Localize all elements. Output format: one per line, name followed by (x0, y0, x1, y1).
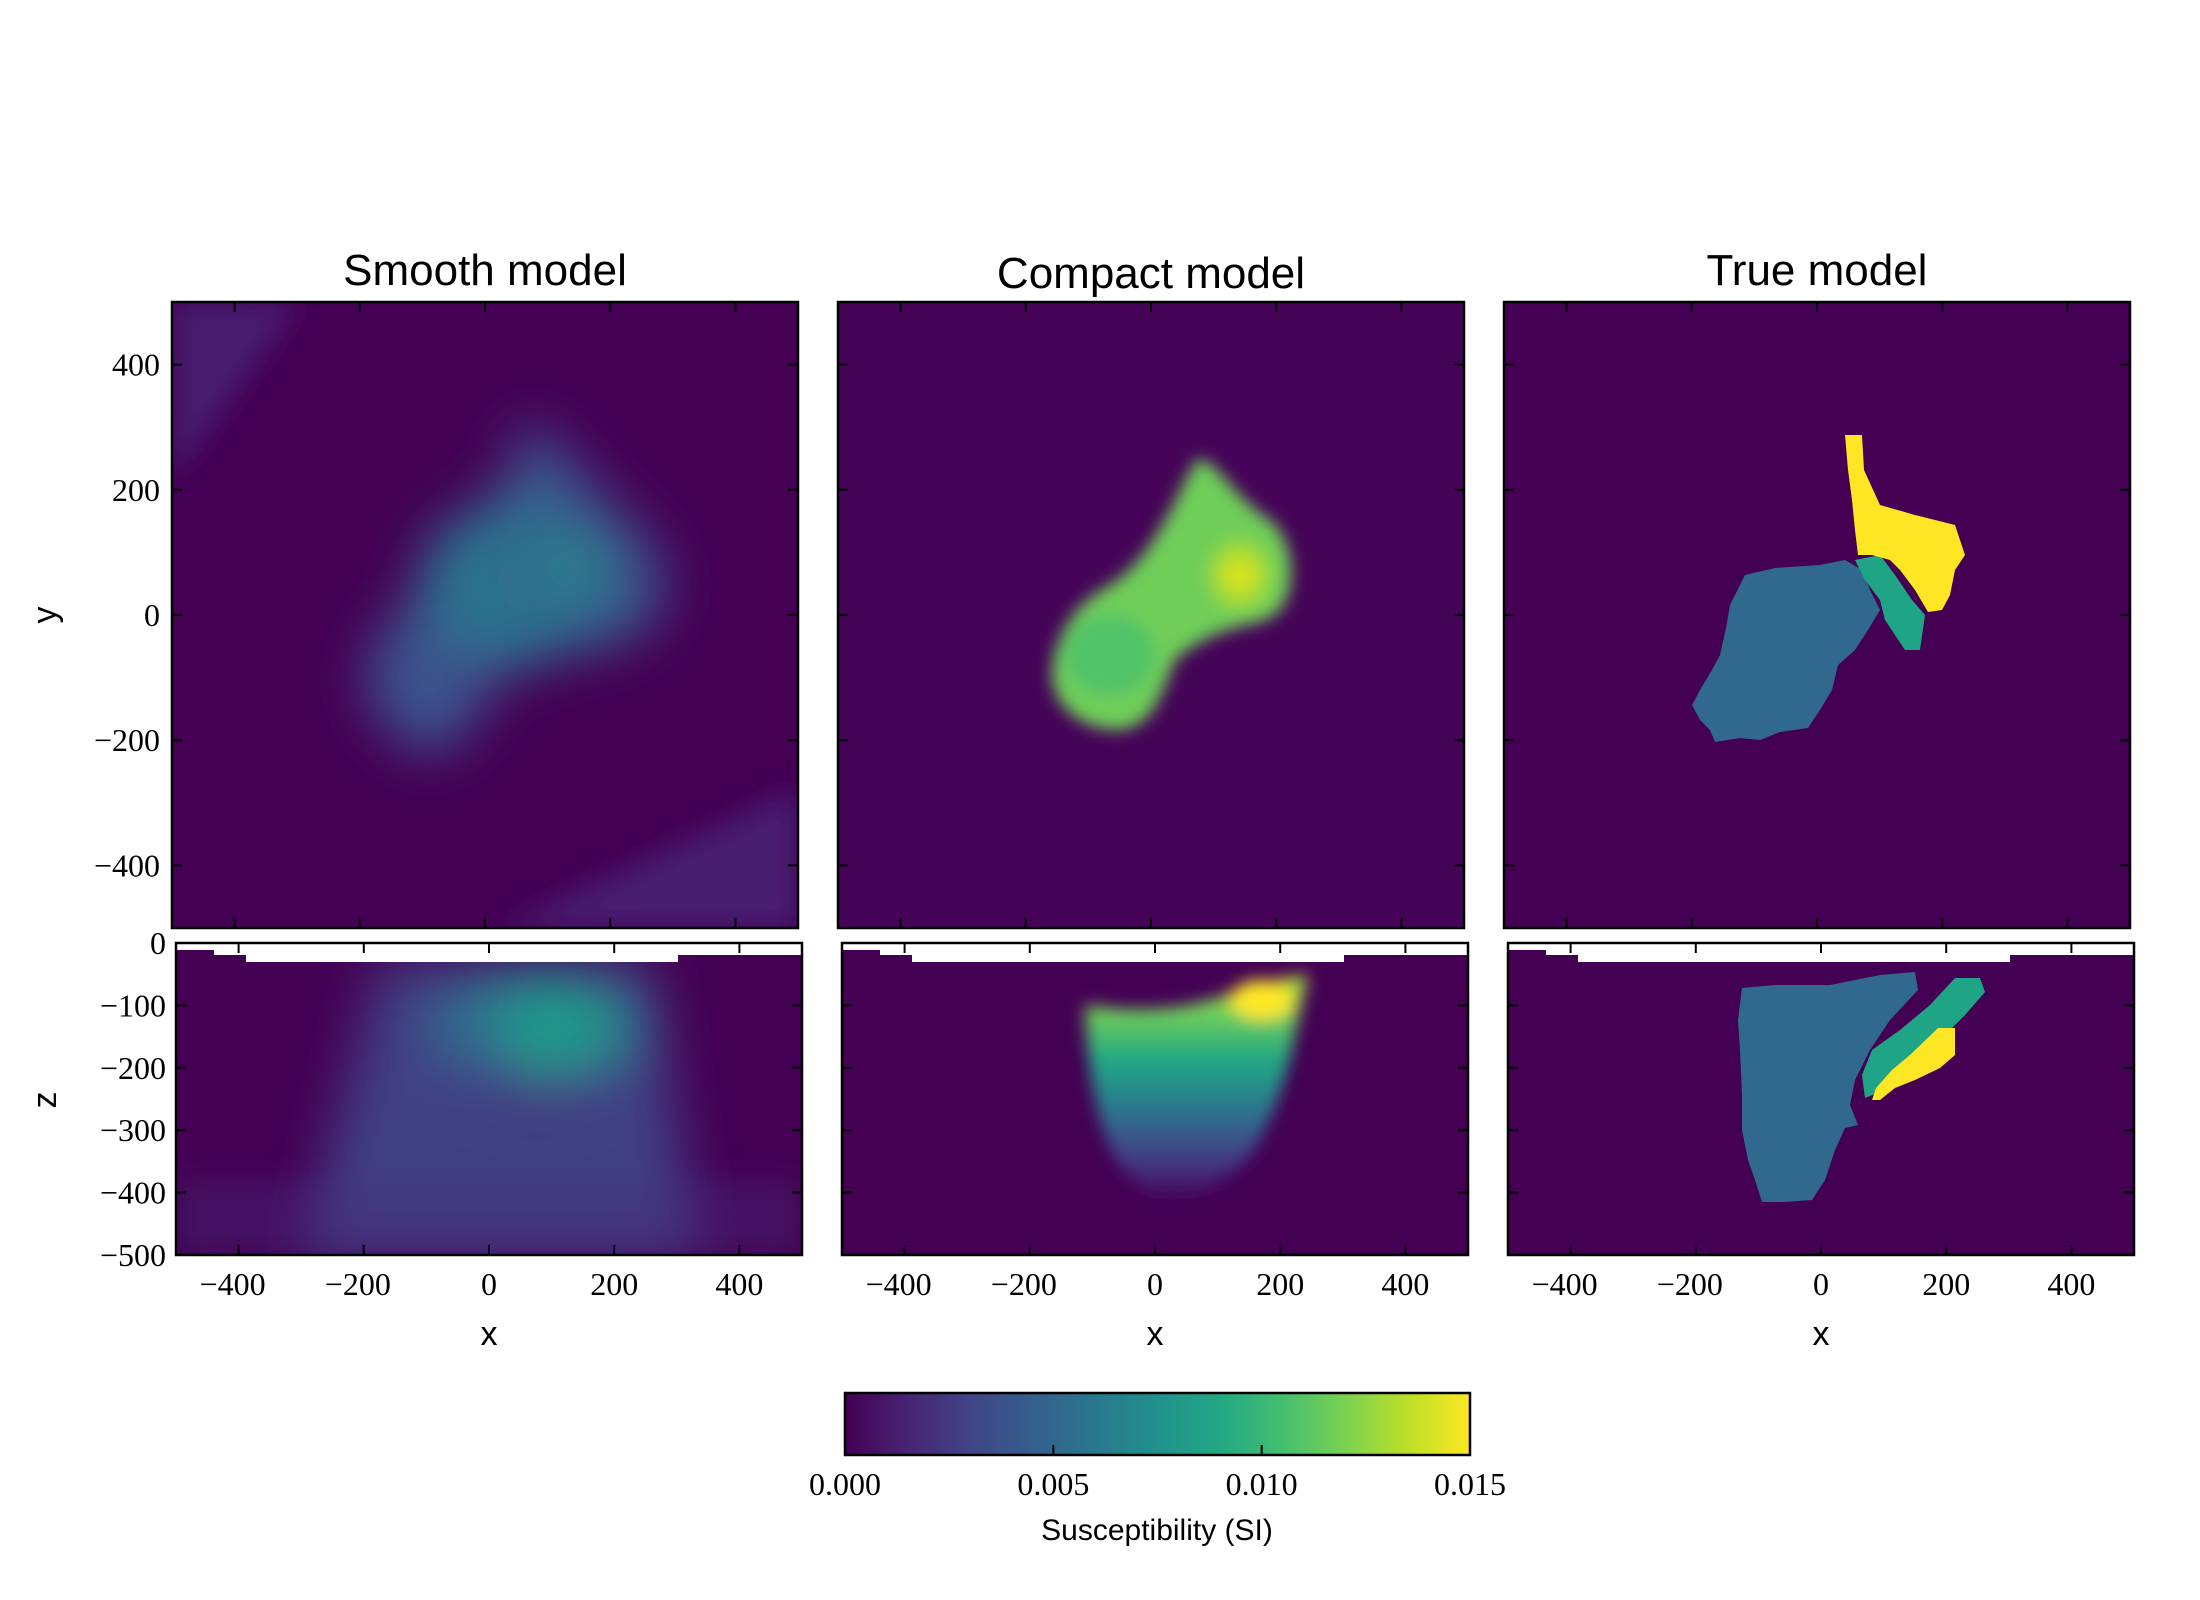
z-tick-label: −200 (100, 1050, 166, 1086)
body-low (1692, 560, 1880, 742)
colorbar-tick-label: 0.015 (1434, 1466, 1506, 1502)
x-axis-label-left: x (481, 1315, 498, 1353)
anomaly (1051, 459, 1292, 730)
y-tick-label: 400 (112, 347, 160, 383)
colorbar-tick-group: 0.000 0.005 0.010 0.015 (809, 1445, 1506, 1502)
edge-halo (172, 302, 300, 480)
x-tick-label: −400 (1532, 1266, 1598, 1302)
colorbar (843, 1391, 1472, 1457)
panel-compact-section (842, 943, 1468, 1255)
z-tick-group: 0 −100 −200 −300 −400 −500 (100, 925, 2134, 1273)
x-tick-group: −400 −200 0 200 400 −400 −200 0 200 400 −400 −200 0 2… (200, 943, 2095, 1302)
colorbar-tick-label: 0.005 (1017, 1466, 1089, 1502)
body-high (1845, 435, 1965, 612)
y-tick-group: 400 200 0 −200 −400 (94, 302, 2130, 928)
colorbar-label: Susceptibility (SI) (1041, 1514, 1273, 1547)
z-tick-label: −500 (100, 1237, 166, 1273)
panel-smooth-plan (172, 302, 798, 928)
x-tick-label: 0 (481, 1266, 497, 1302)
panel-true-section (1508, 943, 2134, 1255)
panel-true-plan (1504, 302, 2130, 928)
edge-halo (500, 790, 798, 928)
x-axis-label-right: x (1813, 1315, 1830, 1353)
x-tick-label: 0 (1813, 1266, 1829, 1302)
x-tick-label: 0 (1147, 1266, 1163, 1302)
x-tick-label: −200 (325, 1266, 391, 1302)
x-tick-label: 200 (1922, 1266, 1970, 1302)
z-tick-label: −100 (100, 987, 166, 1023)
x-tick-label: 200 (1256, 1266, 1304, 1302)
x-tick-label: −400 (200, 1266, 266, 1302)
y-axis-label: y (26, 607, 64, 624)
z-tick-label: 0 (150, 925, 166, 961)
x-axis-label-middle: x (1147, 1315, 1164, 1353)
x-tick-label: −200 (1657, 1266, 1723, 1302)
y-tick-label: 200 (112, 472, 160, 508)
colorbar-tick-label: 0.000 (809, 1466, 881, 1502)
x-tick-label: 400 (1381, 1266, 1429, 1302)
y-tick-label: −400 (94, 847, 160, 883)
panel-smooth-section (176, 943, 802, 1255)
title-compact-model: Compact model (997, 249, 1305, 298)
y-tick-label: 0 (144, 597, 160, 633)
body-mid (1855, 555, 1925, 650)
z-tick-label: −400 (100, 1175, 166, 1211)
z-tick-label: −300 (100, 1112, 166, 1148)
body-high (1872, 1028, 1955, 1100)
z-axis-label: z (26, 1092, 64, 1109)
panel-compact-plan (838, 302, 1464, 928)
x-tick-label: −400 (866, 1266, 932, 1302)
body-mid (1862, 978, 1985, 1098)
x-tick-label: 400 (2047, 1266, 2095, 1302)
title-true-model: True model (1707, 246, 1928, 295)
colorbar-tick-label: 0.010 (1226, 1466, 1298, 1502)
body-low (1738, 972, 1918, 1202)
title-smooth-model: Smooth model (343, 246, 627, 295)
anomaly (366, 427, 666, 752)
x-tick-label: 400 (715, 1266, 763, 1302)
x-tick-label: −200 (991, 1266, 1057, 1302)
x-tick-label: 200 (590, 1266, 638, 1302)
y-tick-label: −200 (94, 722, 160, 758)
